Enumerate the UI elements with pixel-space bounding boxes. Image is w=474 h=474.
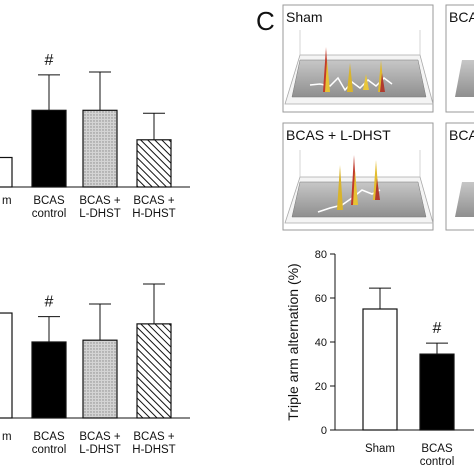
triple-arm-alternation-chart: 0 20 40 60 80 Triple arm alternation (%) Sham B… bbox=[285, 249, 474, 468]
trace-plot-bcas-h-dhst-cropped: BCA bbox=[445, 122, 474, 231]
category-label: control bbox=[32, 208, 67, 220]
trace-plot-bcas-l-dhst: BCAS + L-DHST bbox=[282, 122, 434, 231]
y-tick-label: 20 bbox=[315, 381, 327, 393]
category-label: BCAS + bbox=[79, 195, 121, 207]
bar-bcas-h-dhst bbox=[136, 139, 172, 188]
category-label: BCAS + bbox=[79, 431, 121, 443]
category-label: BCAS bbox=[33, 195, 65, 207]
bar-bcas-h-dhst bbox=[136, 323, 172, 419]
bar-bcas-control bbox=[31, 341, 67, 419]
y-axis-label: Triple arm alternation (%) bbox=[285, 263, 301, 420]
significance-mark: # bbox=[45, 52, 54, 69]
category-label: H-DHST bbox=[132, 208, 175, 220]
bar-sham bbox=[0, 312, 13, 419]
bar-bcas-control bbox=[419, 353, 455, 431]
significance-mark: # bbox=[45, 294, 54, 311]
bar-bcas-l-dhst bbox=[82, 339, 118, 419]
bar-sham bbox=[0, 156, 13, 188]
category-label: L-DHST bbox=[79, 208, 121, 220]
category-label: BCAS + bbox=[133, 195, 175, 207]
bar-bcas-control bbox=[31, 109, 67, 188]
trace-label-bca-bottom: BCA bbox=[449, 127, 474, 143]
category-label: control bbox=[32, 444, 67, 456]
category-label: m bbox=[2, 431, 12, 443]
category-label: H-DHST bbox=[132, 444, 175, 456]
trace-label-sham: Sham bbox=[286, 9, 323, 25]
category-label: BCAS bbox=[33, 431, 65, 443]
category-label: L-DHST bbox=[79, 444, 121, 456]
significance-mark: # bbox=[433, 320, 442, 337]
trace-plot-bcas-control-cropped: BCA bbox=[445, 4, 474, 113]
y-tick-label: 40 bbox=[315, 337, 327, 349]
category-label: m bbox=[2, 195, 12, 207]
trace-plot-sham: Sham bbox=[282, 4, 434, 113]
panel-letter-c: C bbox=[256, 6, 275, 36]
trace-label-bca-top: BCA bbox=[449, 9, 474, 25]
category-label: control bbox=[420, 456, 455, 468]
bar-bcas-l-dhst bbox=[82, 109, 118, 188]
trace-label-bcas-l-dhst: BCAS + L-DHST bbox=[286, 127, 391, 143]
category-label: Sham bbox=[365, 443, 395, 455]
y-tick-label: 0 bbox=[321, 425, 327, 437]
category-label: BCAS + bbox=[133, 431, 175, 443]
y-tick-label: 80 bbox=[315, 249, 327, 261]
category-label: BCAS bbox=[421, 443, 453, 455]
bar-sham bbox=[362, 308, 398, 431]
y-tick-label: 60 bbox=[315, 293, 327, 305]
